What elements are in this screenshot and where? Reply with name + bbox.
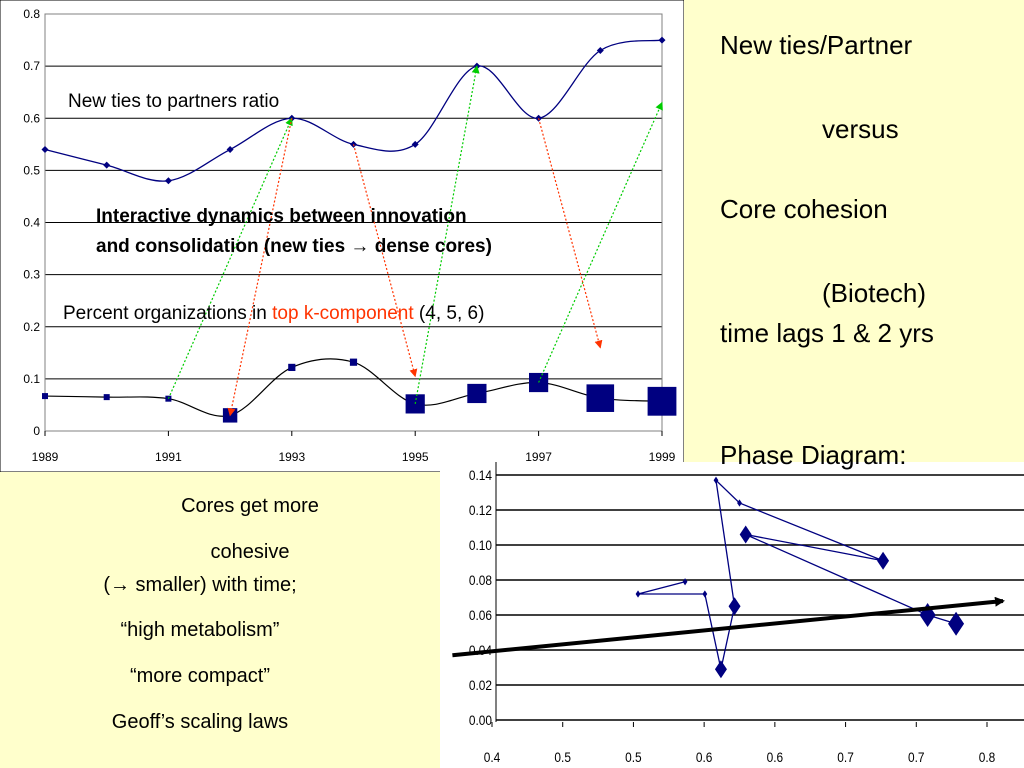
chart1-plot-area (44, 13, 663, 432)
kcomponent-point (42, 393, 48, 400)
ratio-point (596, 46, 604, 54)
phase-point (635, 590, 641, 598)
chart2-y-tick-label: 0.00 (469, 712, 492, 728)
kcomponent-point (349, 358, 358, 366)
dynamics-label-line2: and consolidation (new ties → dense core… (96, 236, 492, 257)
percent-label: Percent organizations in top k-component… (63, 303, 484, 324)
lag-arrow (352, 144, 418, 378)
phase-point (682, 578, 688, 586)
dynamics-label-line1: Interactive dynamics between innovation (96, 206, 467, 227)
chart1-y-tick-label: 0.1 (23, 372, 40, 386)
chart2-y-tick-label: 0.06 (469, 607, 492, 623)
phase-point (877, 551, 890, 570)
kcomponent-point (222, 408, 238, 423)
ratio-point (226, 146, 234, 154)
lag-arrow (414, 65, 480, 405)
ratio-series-line (44, 39, 663, 182)
note-line1: Cores get more (181, 495, 319, 517)
chart1-x-tick-label: 1997 (525, 450, 552, 464)
chart1-x-tick-label: 1989 (32, 450, 59, 464)
chart2-y-tick-label: 0.14 (469, 467, 492, 483)
right-title-line4: (Biotech) (822, 278, 927, 308)
kcomponent-point (288, 363, 296, 372)
note-line6: Geoff’s scaling laws (111, 711, 289, 733)
chart1-y-tick-label: 0 (33, 424, 40, 438)
right-title-line6: Phase Diagram: (720, 440, 907, 470)
chart1-y-tick-label: 0.7 (23, 59, 40, 73)
ratio-point (41, 146, 49, 154)
note-line2: cohesive (210, 541, 290, 563)
chart1-y-tick-label: 0.5 (23, 163, 40, 177)
lag-arrow (538, 101, 663, 383)
chart2-x-tick-label: 0.6 (696, 749, 713, 765)
chart1-x-tick-label: 1995 (402, 450, 429, 464)
note-line4: “high metabolism” (120, 619, 280, 641)
kcomponent-point (405, 394, 425, 414)
kcomponent-point (647, 386, 677, 416)
chart2-y-tick-label: 0.10 (469, 537, 492, 553)
lag-arrow (167, 117, 293, 399)
chart1-y-tick-label: 0.4 (23, 216, 40, 230)
chart1-y-tick-label: 0.6 (23, 111, 40, 125)
kcomponent-point (467, 383, 487, 404)
right-title-line2: versus (822, 114, 899, 144)
chart2-x-tick-label: 0.6 (767, 749, 784, 765)
right-title-line1: New ties/Partner (720, 30, 913, 60)
chart2-x-tick-label: 0.7 (837, 749, 854, 765)
lag-arrow (538, 118, 603, 349)
ratio-point (103, 161, 111, 169)
chart1-x-tick-label: 1993 (278, 450, 305, 464)
chart2-y-tick-label: 0.04 (469, 642, 492, 658)
percent-label-post: (4, 5, 6) (414, 303, 485, 324)
percent-label-pre: Percent organizations in (63, 303, 272, 324)
chart2-y-tick-label: 0.08 (469, 572, 492, 588)
lag-arrow (227, 118, 293, 417)
chart1-y-tick-label: 0.3 (23, 268, 40, 282)
phase-diagram-chart: 0.00 0.02 0.04 0.06 0.08 0.10 0.12 0.14 0.4 0.5 0… (440, 462, 1024, 768)
chart2-x-tick-label: 0.5 (554, 749, 571, 765)
ratio-point (658, 36, 666, 44)
time-series-chart: 0 0.1 0.2 0.3 0.4 0.5 0.6 0.7 0.8 1989 1991 1993 19… (0, 0, 684, 472)
phase-point (702, 590, 708, 598)
ratio-point (411, 140, 419, 148)
percent-label-highlight: top k-component (272, 303, 414, 324)
chart2-x-tick-label: 0.4 (484, 749, 501, 765)
chart2-x-tick-label: 0.5 (625, 749, 642, 765)
chart1-x-tick-label: 1991 (155, 450, 182, 464)
chart2-y-tick-label: 0.12 (469, 502, 492, 518)
note-line3: (→ smaller) with time; (103, 574, 297, 596)
ratio-point (164, 177, 172, 185)
chart1-y-tick-label: 0.2 (23, 320, 40, 334)
chart2-x-tick-label: 0.8 (979, 749, 996, 765)
phase-point (713, 476, 719, 484)
phase-point (737, 499, 742, 507)
phase-point (714, 660, 727, 679)
kcomponent-point (586, 384, 615, 412)
chart1-y-tick-label: 0.8 (23, 7, 40, 21)
chart1-x-tick-label: 1999 (649, 450, 676, 464)
right-title-line3: Core cohesion (720, 194, 888, 224)
kcomponent-point (103, 394, 110, 401)
note-line5: “more compact” (129, 665, 271, 687)
ratio-label: New ties to partners ratio (68, 91, 279, 112)
right-title-line5: time lags 1 & 2 yrs (720, 318, 934, 348)
chart2-y-tick-label: 0.02 (469, 677, 492, 693)
chart2-x-tick-label: 0.7 (908, 749, 925, 765)
phase-point (739, 525, 752, 544)
